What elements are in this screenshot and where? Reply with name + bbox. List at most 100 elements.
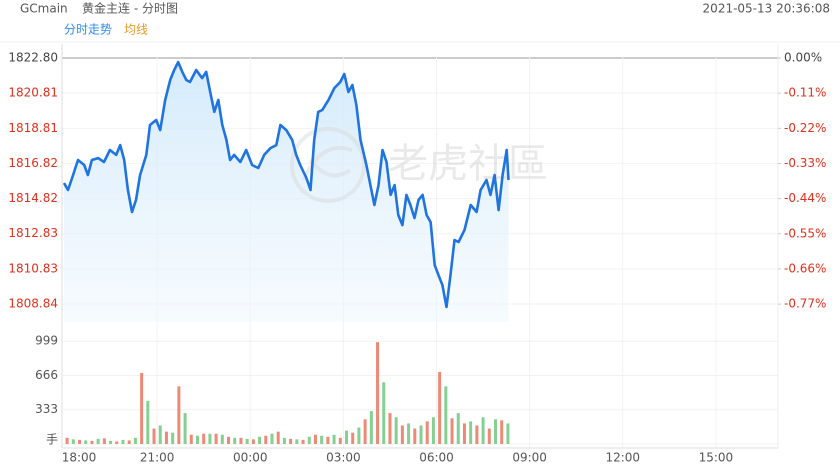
volume-bar [127,440,131,444]
volume-bar [469,421,473,444]
volume-bar [220,434,224,444]
volume-bar [245,438,249,444]
volume-bar [65,437,69,444]
volume-bar [481,417,485,444]
y2-tick-label: -0.44% [784,191,826,205]
volume-bar [133,437,137,444]
x-tick-label: 12:00 [605,451,640,465]
volume-bar [394,417,398,444]
tab[interactable]: 分时走势 [64,23,112,37]
volume-bar [351,432,355,444]
volume-bar [146,400,150,444]
x-tick-label: 15:00 [699,451,734,465]
volume-bar [400,425,404,444]
volume-bar [109,440,113,444]
volume-bar [152,428,156,444]
x-tick-label: 06:00 [419,451,454,465]
volume-bar [71,439,75,444]
y2-tick-label: -0.66% [784,261,826,275]
volume-bar [282,437,286,444]
y-tick-label: 1816.82 [8,156,58,170]
volume-bar [494,419,498,444]
watermark-logo [290,127,366,203]
volume-bar [500,420,504,444]
volume-bar [444,386,448,444]
volume-bar [338,437,342,444]
volume-tick-label: 999 [35,334,58,348]
x-tick-label: 18:00 [62,451,97,465]
y-tick-label: 1818.81 [8,121,58,135]
volume-tick-label: 手 [46,433,58,447]
y-tick-label: 1808.84 [8,297,58,311]
volume-bar [183,413,187,444]
volume-bar [313,434,317,444]
volume-bar [102,438,106,444]
volume-bar [251,439,255,444]
volume-bar [344,430,348,444]
volume-bar [195,435,199,444]
volume-bar [301,439,305,444]
volume-bar [369,411,373,444]
tab[interactable]: 均线 [124,23,148,37]
y-tick-label: 1810.83 [8,261,58,275]
volume-bar [276,431,280,444]
volume-bar [332,434,336,444]
watermark: 老虎社區 [290,127,548,203]
volume-bar [419,425,423,444]
volume-bar [115,441,119,444]
y-tick-label: 1812.83 [8,226,58,240]
y-tick-label: 1814.82 [8,191,58,205]
volume-bar [227,436,231,444]
chart-name: 黄金主连 - 分时图 [82,1,178,16]
volume-bar [233,437,237,444]
volume-bar [171,432,175,444]
volume-bar [487,428,491,444]
volume-bar [208,433,212,444]
volume-bar [289,438,293,444]
volume-bar [140,372,144,444]
volume-bar [382,382,386,444]
volume-bar [177,386,181,444]
volume-bar [438,371,442,444]
volume-bar [90,440,94,444]
volume-bar [475,425,479,444]
x-tick-label: 09:00 [512,451,547,465]
volume-bar [202,433,206,444]
y2-tick-label: -0.11% [784,86,826,100]
volume-bar [456,413,460,444]
price-line [62,60,510,309]
volume-bar [425,421,429,444]
y2-tick-label: 0.00% [784,51,822,65]
volume-tick-label: 333 [35,402,58,416]
volume-bar [189,434,193,444]
volume-bar [239,437,243,444]
volume-bar [295,439,299,444]
volume-bar [357,427,361,444]
volume-bar [164,431,168,444]
y-tick-label: 1820.81 [8,86,58,100]
volume-bar [96,438,100,444]
volume-bar [431,417,435,444]
y2-tick-label: -0.22% [784,121,826,135]
volume-bar [270,433,274,444]
volume-bar [506,423,510,444]
timestamp: 2021-05-13 20:36:08 [703,2,830,16]
y2-tick-label: -0.33% [784,156,826,170]
volume-bar [407,423,411,444]
volume-bar [462,423,466,444]
y2-tick-label: -0.55% [784,226,826,240]
volume-bar [388,413,392,444]
volume-bar [326,436,330,444]
volume-bar [78,439,82,444]
x-tick-label: 03:00 [326,451,361,465]
x-tick-label: 00:00 [233,451,268,465]
volume-bar [158,425,162,444]
volume-bar [376,342,380,444]
area [64,62,509,322]
volume-bar [363,419,367,444]
watermark-text: 老虎社區 [388,141,548,187]
y2-tick-label: -0.77% [784,297,826,311]
volume-bar [214,433,218,444]
volume-bar [84,440,88,444]
symbol: GCmain [20,2,68,16]
